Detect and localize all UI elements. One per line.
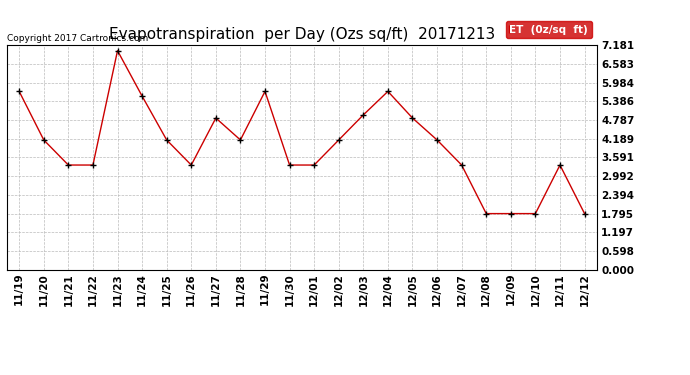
Text: Copyright 2017 Cartronics.com: Copyright 2017 Cartronics.com — [7, 34, 148, 43]
Legend: ET  (0z/sq  ft): ET (0z/sq ft) — [506, 21, 591, 38]
Title: Evapotranspiration  per Day (Ozs sq/ft)  20171213: Evapotranspiration per Day (Ozs sq/ft) 2… — [109, 27, 495, 42]
